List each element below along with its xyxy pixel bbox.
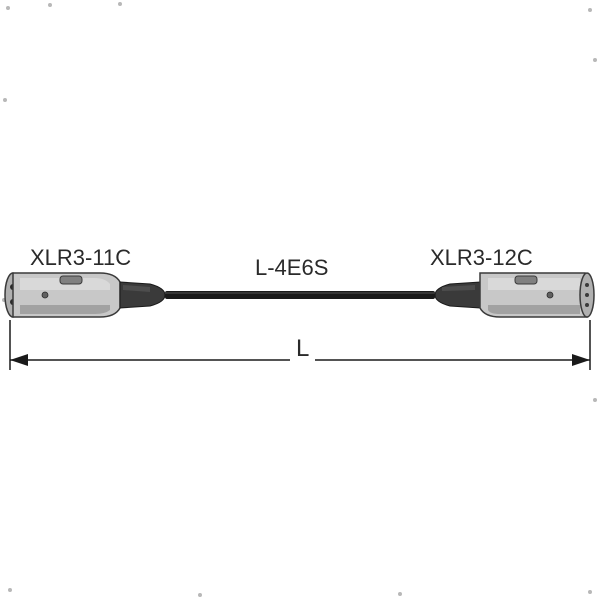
left-connector-label: XLR3-11C: [30, 245, 131, 271]
dimension-label: L: [290, 335, 315, 363]
cable-diagram: XLR3-11C L-4E6S XLR3-12C L: [0, 0, 600, 600]
cable: [165, 291, 435, 299]
right-connector: [435, 273, 594, 317]
left-connector: [5, 273, 165, 317]
cable-type-label: L-4E6S: [255, 255, 328, 281]
right-connector-label: XLR3-12C: [430, 245, 533, 271]
diagram-svg: [0, 0, 600, 600]
